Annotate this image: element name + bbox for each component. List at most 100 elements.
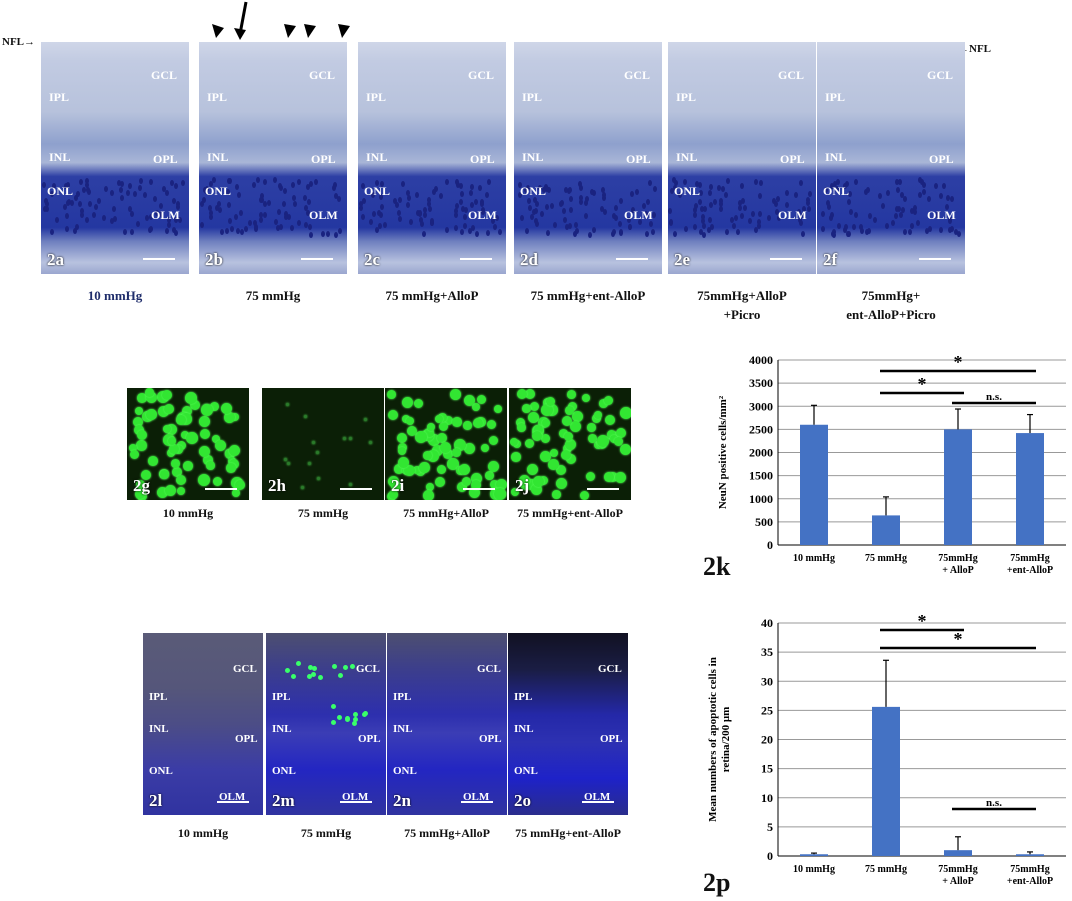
neun-cell [572, 411, 583, 422]
nucleus-dot [945, 204, 949, 210]
nucleus-dot [891, 220, 895, 226]
nucleus-dot [230, 226, 234, 232]
nucleus-dot [273, 177, 277, 183]
layer-label-onl: ONL [393, 765, 417, 777]
nucleus-dot [866, 187, 870, 193]
nucleus-dot [693, 212, 697, 218]
neun-cell [415, 431, 427, 443]
neun-cell [472, 403, 481, 412]
nucleus-dot [126, 190, 130, 196]
nucleus-dot [70, 200, 74, 206]
nucleus-dot [372, 211, 376, 217]
nucleus-dot [759, 180, 763, 186]
nucleus-dot [946, 195, 950, 201]
nucleus-dot [545, 204, 549, 210]
nucleus-dot [88, 201, 92, 207]
nucleus-dot [454, 212, 458, 218]
nucleus-dot [176, 204, 180, 210]
scale-bar [340, 488, 372, 490]
neun-cell [540, 451, 552, 463]
nucleus-dot [895, 179, 899, 185]
nucleus-dot [918, 177, 922, 183]
neun-cell [404, 465, 416, 477]
nucleus-dot [873, 217, 877, 223]
nucleus-dot [896, 187, 900, 193]
caption-2i: 75 mmHg+AlloP [403, 506, 489, 520]
nucleus-dot [215, 205, 219, 211]
neun-cell [172, 467, 183, 478]
nucleus-dot [799, 180, 803, 186]
nucleus-dot [63, 204, 67, 210]
neun-cell [488, 461, 500, 473]
nucleus-dot [845, 181, 849, 187]
neun-cell [511, 452, 521, 462]
nucleus-dot [239, 210, 243, 216]
nucleus-dot [673, 231, 677, 237]
panel-id: 2l [149, 791, 163, 810]
neun-cell [136, 480, 146, 490]
bar [800, 854, 828, 856]
nucleus-dot [670, 188, 674, 194]
neun-cell [427, 423, 436, 432]
bar [944, 850, 972, 856]
nucleus-dot [209, 210, 213, 216]
nucleus-dot [603, 209, 607, 215]
scale-bar [582, 801, 614, 803]
nucleus-dot [113, 216, 117, 222]
nucleus-dot [92, 212, 96, 218]
panel-id: 2b [205, 250, 223, 269]
nucleus-dot [732, 223, 736, 229]
layer-label-ipl: IPL [676, 90, 697, 104]
x-tick-label: 75mmHg [1010, 553, 1049, 564]
apoptotic-cell [332, 664, 337, 669]
neun-cell [440, 442, 451, 453]
nucleus-dot [520, 215, 524, 221]
nucleus-dot [332, 185, 336, 191]
nucleus-dot [694, 203, 698, 209]
nucleus-dot [76, 191, 80, 197]
significance-label: n.s. [986, 391, 1002, 403]
neun-cell [316, 451, 319, 454]
nucleus-dot [455, 203, 459, 209]
nucleus-dot [45, 206, 49, 212]
neun-panel-2h: 2h [262, 388, 384, 500]
nucleus-dot [80, 212, 84, 218]
nucleus-dot [267, 200, 271, 206]
neun-cell [428, 434, 440, 446]
layer-label-ipl: IPL [393, 691, 412, 703]
layer-label-gcl: GCL [233, 663, 257, 675]
neun-cell [531, 484, 542, 495]
nucleus-dot [645, 231, 649, 237]
layer-label-inl: INL [514, 723, 534, 735]
nucleus-dot [701, 214, 705, 220]
nucleus-dot [427, 201, 431, 207]
x-tick-label: 75mmHg [1010, 864, 1049, 875]
nucleus-dot [485, 192, 489, 198]
neun-cell [489, 436, 498, 445]
neun-cell [510, 438, 519, 447]
layer-label-inl: INL [272, 723, 292, 735]
nucleus-dot [139, 178, 143, 184]
apoptotic-cell [345, 717, 350, 722]
layer-label-olm: OLM [342, 791, 369, 803]
neun-cell [398, 457, 410, 469]
panel-id: 2j [515, 476, 530, 495]
y-tick-label: 15 [761, 762, 773, 776]
neun-cell [532, 431, 543, 442]
histology-panel-2c: GCL IPL INL OPL ONL OLM 2c [358, 42, 506, 274]
nucleus-dot [136, 221, 140, 227]
neun-cell [570, 421, 582, 433]
nucleus-dot [454, 225, 458, 231]
caption-2f: 75mmHg+ ent-AlloP+Picro [807, 288, 975, 323]
nucleus-dot [950, 196, 954, 202]
nucleus-dot [710, 224, 714, 230]
nucleus-dot [528, 205, 532, 211]
neun-cell [145, 388, 154, 397]
nucleus-dot [741, 198, 745, 204]
nucleus-dot [202, 197, 206, 203]
layer-label-gcl: GCL [309, 68, 336, 82]
nucleus-dot [165, 190, 169, 196]
nucleus-dot [673, 185, 677, 191]
neun-cell [199, 416, 210, 427]
